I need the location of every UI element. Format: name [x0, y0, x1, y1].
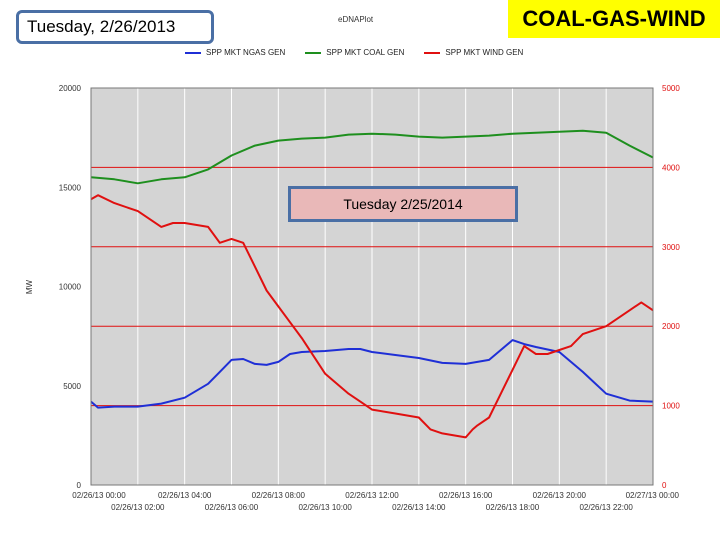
x-tick-label: 02/26/13 10:00 [298, 503, 352, 512]
x-tick-label: 02/26/13 18:00 [486, 503, 540, 512]
y-tick-label-left: 5000 [63, 382, 81, 391]
y-tick-label-left: 20000 [59, 84, 82, 93]
x-tick-label: 02/26/13 12:00 [345, 491, 399, 500]
y-tick-label-right: 2000 [662, 322, 680, 331]
x-tick-label: 02/26/13 14:00 [392, 503, 446, 512]
x-tick-label: 02/26/13 00:00 [72, 491, 126, 500]
x-tick-label: 02/26/13 08:00 [252, 491, 306, 500]
x-tick-label: 02/26/13 06:00 [205, 503, 259, 512]
y-tick-label-left: 10000 [59, 283, 82, 292]
y-tick-label-right: 5000 [662, 84, 680, 93]
y-tick-label-left: 15000 [59, 183, 82, 192]
series-line-wind [90, 194, 654, 439]
legend: SPP MKT NGAS GEN SPP MKT COAL GEN SPP MK… [185, 48, 543, 57]
series-line-coal [90, 129, 654, 185]
series-line-gas [90, 339, 654, 409]
y-tick-label-left: 0 [77, 481, 82, 490]
legend-label-coal: SPP MKT COAL GEN [326, 48, 405, 57]
x-tick-label: 02/26/13 04:00 [158, 491, 212, 500]
page-title: COAL-GAS-WIND [508, 0, 720, 38]
y-tick-label-right: 1000 [662, 402, 680, 411]
y-tick-label-right: 4000 [662, 163, 680, 172]
legend-swatch-wind [424, 51, 441, 54]
legend-label-gas: SPP MKT NGAS GEN [206, 48, 286, 57]
series-group [90, 129, 654, 439]
grid [91, 88, 653, 485]
x-tick-label: 02/27/13 00:00 [626, 491, 680, 500]
legend-item-wind: SPP MKT WIND GEN [424, 48, 523, 57]
y-tick-label-right: 0 [662, 481, 667, 490]
x-tick-label: 02/26/13 02:00 [111, 503, 165, 512]
legend-item-coal: SPP MKT COAL GEN [305, 48, 404, 57]
plot-frame [90, 87, 654, 486]
y-axis-label: MW [25, 279, 34, 294]
date-label: Tuesday, 2/26/2013 [16, 10, 214, 44]
annotation-box: Tuesday 2/25/2014 [288, 186, 518, 222]
x-tick-label: 02/26/13 22:00 [579, 503, 633, 512]
legend-swatch-coal [305, 51, 322, 54]
legend-item-gas: SPP MKT NGAS GEN [185, 48, 285, 57]
legend-label-wind: SPP MKT WIND GEN [445, 48, 524, 57]
axes: 2000015000100005000050004000300020001000… [59, 84, 681, 512]
y-tick-label-right: 3000 [662, 243, 680, 252]
x-tick-label: 02/26/13 16:00 [439, 491, 493, 500]
app-title: eDNAPlot [338, 15, 374, 24]
x-tick-label: 02/26/13 20:00 [533, 491, 587, 500]
legend-swatch-gas [185, 51, 201, 54]
